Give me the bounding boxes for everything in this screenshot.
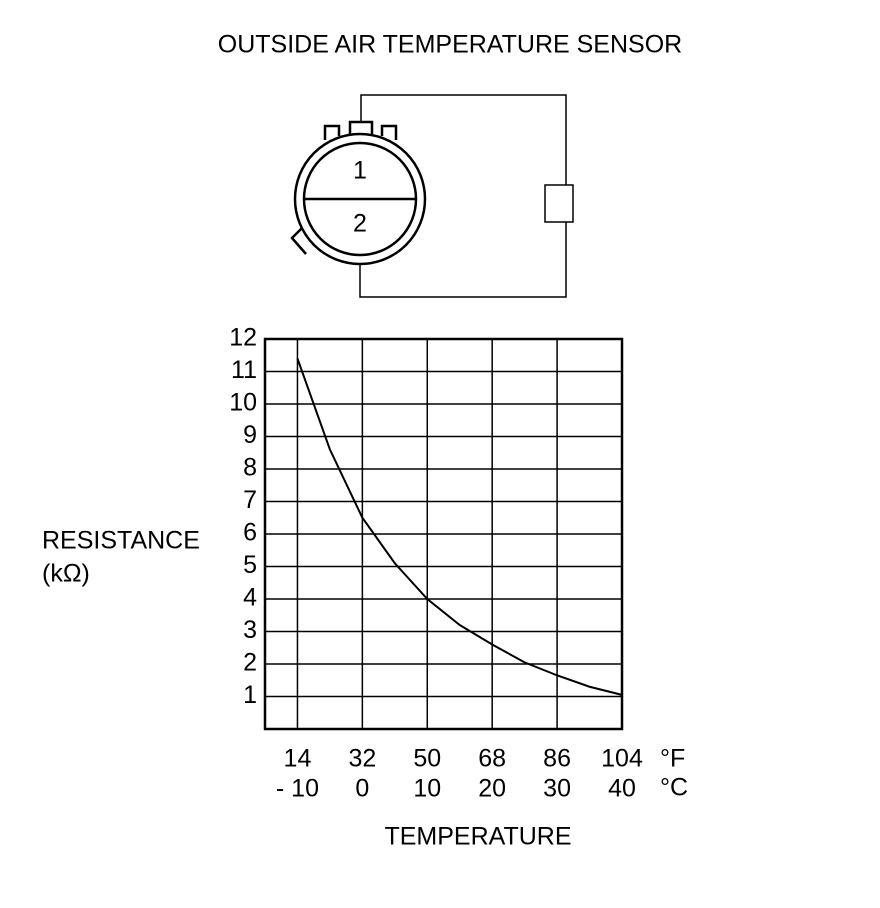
key <box>290 227 307 255</box>
resistor <box>544 184 574 223</box>
x2-tick-label: 32 <box>348 745 376 773</box>
y-tick-label: 2 <box>243 649 257 677</box>
wire <box>359 222 567 298</box>
x-tick-label: 30 <box>543 775 571 803</box>
y-tick-label: 11 <box>231 356 257 384</box>
y-axis-unit: (kΩ) <box>42 560 90 588</box>
y-tick-label: 6 <box>243 519 257 547</box>
y-tick-label: 3 <box>243 616 257 644</box>
x2-tick-label: 104 <box>601 745 643 773</box>
y-axis-label: RESISTANCE <box>42 527 200 555</box>
y-tick-label: 7 <box>243 486 257 514</box>
data-line <box>296 358 623 696</box>
connector-outer <box>293 132 427 266</box>
x-tick-label: 0 <box>355 775 369 803</box>
tabs <box>323 120 398 140</box>
x2-tick-label: 68 <box>478 745 506 773</box>
y-tick-label: 5 <box>243 551 257 579</box>
y-tick-label: 10 <box>229 389 257 417</box>
x2-unit: °F <box>660 745 685 773</box>
x-tick-label: 40 <box>608 775 636 803</box>
x2-tick-label: 14 <box>284 745 312 773</box>
plot-frame <box>263 337 624 731</box>
y-tick-label: 12 <box>229 324 257 352</box>
connector: 1 2 <box>290 94 574 298</box>
x2-tick-label: 50 <box>413 745 441 773</box>
y-tick-label: 1 <box>243 681 257 709</box>
y-tick-label: 8 <box>243 454 257 482</box>
diagram-title: OUTSIDE AIR TEMPERATURE SENSOR <box>218 31 682 59</box>
x2-tick-label: 86 <box>543 745 571 773</box>
pin-label: 1 <box>353 157 367 185</box>
wire <box>360 94 567 185</box>
x-tick-label: 10 <box>413 775 441 803</box>
pin-label: 2 <box>353 210 367 238</box>
x-axis-label: TEMPERATURE <box>384 823 571 851</box>
y-tick-label: 4 <box>243 584 257 612</box>
x-tick-label: 20 <box>478 775 506 803</box>
y-tick-label: 9 <box>243 421 257 449</box>
x-unit: °C <box>660 774 688 802</box>
x-tick-label: - 10 <box>276 775 319 803</box>
